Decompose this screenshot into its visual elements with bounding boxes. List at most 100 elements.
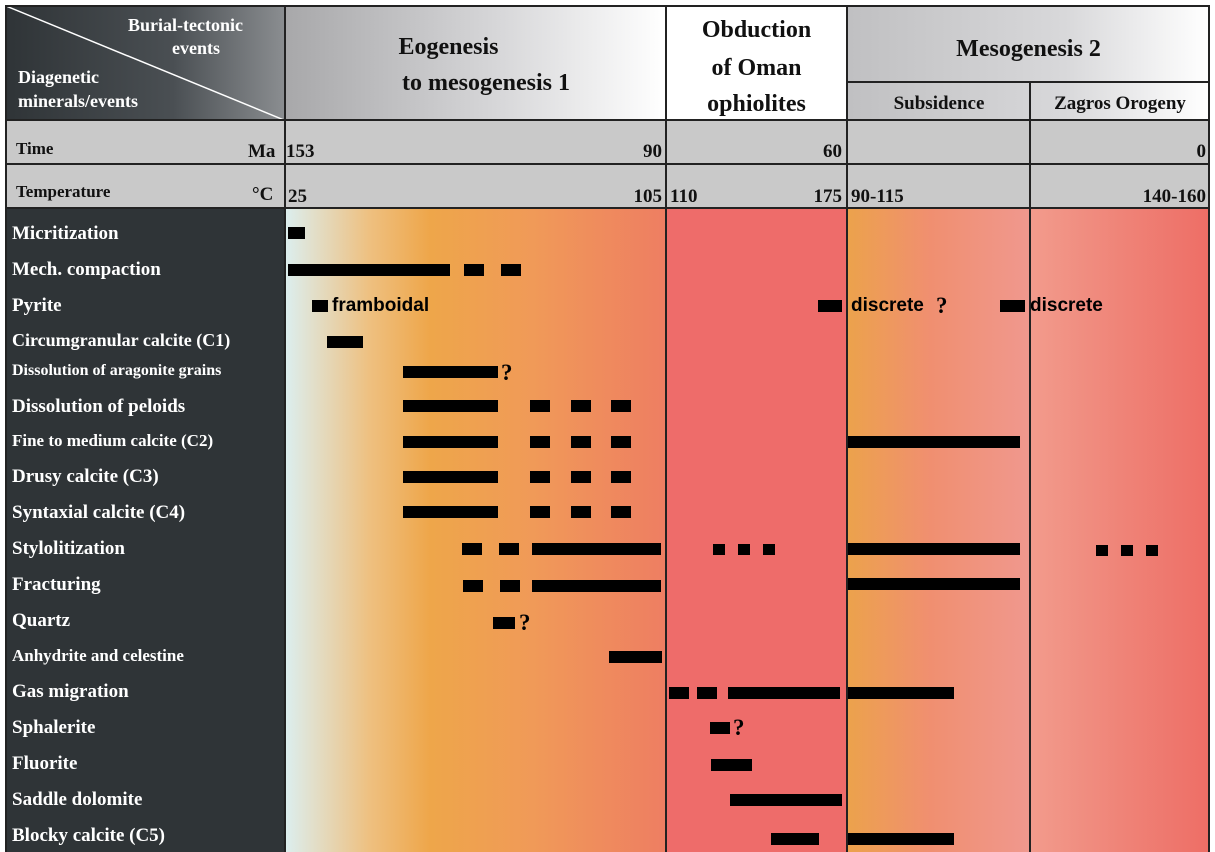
eogenesis-zone	[286, 208, 665, 852]
event-bar	[1000, 300, 1025, 312]
temperature-row	[6, 165, 1209, 208]
temperature-unit: °C	[252, 184, 274, 205]
event-label: Syntaxial calcite (C4)	[12, 502, 186, 523]
event-label: Fracturing	[12, 574, 101, 595]
event-bar	[848, 687, 954, 699]
pyrite-discrete-note-subsidence: discrete	[851, 295, 924, 316]
event-label: Stylolitization	[12, 538, 125, 559]
corner-bottom-line-1: Diagenetic	[18, 67, 99, 87]
event-label: Saddle dolomite	[12, 789, 143, 810]
event-bar	[532, 543, 661, 555]
temperature-value-140-160: 140-160	[1142, 186, 1206, 207]
event-bar	[403, 471, 498, 483]
header-mesogenesis2: Mesogenesis 2	[848, 6, 1209, 120]
pyrite-discrete-note-zagros: discrete	[1030, 295, 1103, 316]
grid-line-mesogenesis-split	[846, 81, 1210, 83]
event-bar	[530, 471, 550, 483]
event-label: Micritization	[12, 223, 119, 244]
event-bar	[611, 471, 631, 483]
event-bar	[288, 264, 450, 276]
event-bar	[738, 544, 750, 555]
time-label: Time	[16, 139, 54, 158]
event-bar	[669, 687, 689, 699]
header-eogenesis-line-2: to mesogenesis 1	[402, 70, 570, 96]
time-row	[6, 120, 1209, 163]
event-label: Blocky calcite (C5)	[12, 825, 166, 846]
event-label: Drusy calcite (C3)	[12, 466, 159, 487]
corner-header: Burial-tectonic events Diagenetic minera…	[6, 6, 284, 120]
event-bar	[571, 471, 591, 483]
event-bar	[848, 436, 1020, 448]
event-label: Sphalerite	[12, 717, 96, 738]
corner-top-line-1: Burial-tectonic	[128, 15, 243, 35]
event-bar	[403, 436, 498, 448]
event-bar	[818, 300, 842, 312]
sphalerite-question-mark: ?	[733, 715, 745, 740]
event-bar	[571, 436, 591, 448]
temperature-value-25: 25	[288, 186, 307, 207]
event-label: Anhydrite and celestine	[12, 646, 184, 665]
event-bar	[611, 506, 631, 518]
event-bar	[711, 759, 752, 771]
event-bar	[403, 506, 498, 518]
event-label: Gas migration	[12, 681, 129, 702]
event-bar	[530, 506, 550, 518]
temperature-value-110: 110	[670, 186, 698, 207]
event-bar	[463, 580, 483, 592]
event-bar	[530, 400, 550, 412]
time-unit: Ma	[248, 141, 276, 162]
temperature-label: Temperature	[16, 182, 111, 201]
event-bar	[848, 833, 954, 845]
corner-bottom-line-2: minerals/events	[18, 91, 138, 111]
event-bar	[501, 264, 521, 276]
event-bar	[1146, 545, 1158, 556]
aragonite-question-mark: ?	[501, 360, 513, 385]
event-label: Mech. compaction	[12, 259, 161, 280]
event-bar	[327, 336, 363, 348]
event-bar	[571, 400, 591, 412]
event-bar	[713, 544, 725, 555]
event-bar	[493, 617, 515, 629]
time-value-0: 0	[1196, 141, 1207, 162]
event-bar	[403, 400, 498, 412]
event-bar	[500, 580, 520, 592]
event-bar	[609, 651, 662, 663]
event-bar	[532, 580, 661, 592]
grid-line-right	[1208, 5, 1210, 852]
quartz-question-mark: ?	[519, 610, 531, 635]
event-label: Dissolution of aragonite grains	[12, 362, 222, 379]
event-bar	[464, 264, 484, 276]
grid-line-time-bottom	[6, 163, 1210, 165]
time-value-153: 153	[286, 141, 315, 162]
event-label: Fluorite	[12, 753, 78, 774]
grid-line-temp-bottom	[6, 207, 1210, 209]
temperature-value-90-115: 90-115	[851, 186, 904, 207]
header-obduction-line-2: of Oman	[711, 55, 802, 81]
pyrite-question-mark: ?	[936, 293, 948, 318]
event-label-panel	[6, 208, 284, 852]
time-value-60: 60	[823, 141, 842, 162]
event-bar	[730, 794, 842, 806]
event-bar	[771, 833, 819, 845]
event-bar	[312, 300, 328, 312]
event-bar	[1121, 545, 1133, 556]
pyrite-framboidal-note: framboidal	[332, 295, 430, 316]
event-label: Circumgranular calcite (C1)	[12, 330, 231, 350]
event-bar	[1096, 545, 1108, 556]
grid-line-left	[5, 5, 7, 852]
event-bar	[499, 543, 519, 555]
event-bar	[571, 506, 591, 518]
header-obduction-line-1: Obduction	[701, 17, 812, 43]
grid-line-col-3	[846, 5, 848, 852]
time-value-90: 90	[643, 141, 662, 162]
event-label: Dissolution of peloids	[12, 396, 186, 417]
grid-line-top	[6, 5, 1210, 7]
event-bar	[403, 366, 498, 378]
event-bar	[728, 687, 840, 699]
grid-line-col-1	[284, 5, 286, 852]
event-bar	[848, 543, 1020, 555]
header-eogenesis: Eogenesis to mesogenesis 1	[286, 6, 665, 120]
grid-line-header-bottom	[6, 119, 1210, 121]
event-bar	[848, 578, 1020, 590]
